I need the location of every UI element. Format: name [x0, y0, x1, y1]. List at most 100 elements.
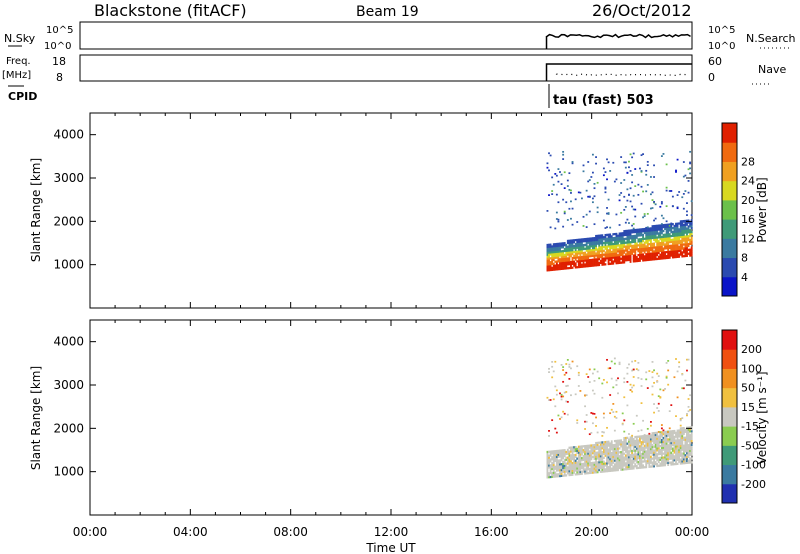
echo-cell — [604, 462, 607, 465]
echo-cell — [621, 238, 624, 241]
echo-cell — [645, 258, 648, 262]
echo-cell — [687, 225, 690, 228]
echo-cell — [629, 444, 632, 447]
echo-cell — [671, 232, 674, 236]
echo-cell — [573, 461, 576, 465]
echo-cell — [574, 242, 577, 246]
echo-cell — [660, 202, 663, 205]
echo-cell — [546, 255, 549, 258]
echo-cell — [634, 240, 637, 243]
echo-cell — [675, 236, 677, 239]
echo-cell — [601, 458, 604, 462]
echo-cell — [559, 242, 561, 245]
echo-cell — [628, 433, 630, 435]
echo-cell — [651, 461, 654, 464]
echo-cell — [662, 225, 665, 229]
echo-cell — [587, 259, 590, 262]
echo-cell — [643, 257, 646, 260]
echo-cell — [629, 459, 632, 463]
echo-cell — [662, 217, 665, 220]
echo-cell — [551, 190, 554, 192]
echo-cell — [667, 457, 670, 461]
echo-cell — [610, 377, 613, 380]
echo-cell — [626, 229, 629, 232]
echo-cell — [634, 455, 637, 458]
echo-cell — [637, 430, 640, 432]
echo-cell — [664, 458, 666, 461]
echo-cell — [657, 431, 660, 433]
echo-cell — [612, 256, 615, 259]
echo-cell — [563, 373, 566, 376]
echo-cell — [598, 263, 601, 267]
echo-cell — [656, 445, 659, 448]
echo-cell — [549, 460, 552, 463]
echo-cell — [548, 462, 550, 465]
echo-cell — [687, 410, 690, 413]
echo-cell — [596, 262, 599, 265]
echo-cell — [588, 264, 591, 268]
echo-cell — [687, 453, 690, 457]
echo-cell — [565, 464, 568, 467]
echo-cell — [671, 223, 674, 226]
echo-cell — [563, 460, 566, 464]
echo-cell — [609, 249, 612, 252]
echo-cell — [618, 261, 621, 264]
echo-cell — [626, 233, 629, 236]
echo-cell — [570, 189, 572, 192]
echo-cell — [570, 473, 572, 477]
echo-cell — [665, 245, 668, 248]
echo-cell — [566, 261, 569, 264]
echo-cell — [681, 440, 684, 444]
echo-cell — [570, 460, 572, 463]
echo-cell — [649, 424, 652, 427]
echo-cell — [573, 264, 576, 267]
echo-cell — [654, 447, 657, 450]
echo-cell — [649, 244, 652, 248]
echo-cell — [548, 454, 550, 457]
echo-cell — [645, 371, 648, 374]
echo-cell — [618, 451, 621, 454]
echo-cell — [645, 436, 648, 439]
echo-cell — [607, 467, 610, 471]
echo-cell — [554, 452, 557, 455]
echo-cell — [602, 446, 605, 450]
echo-cell — [602, 445, 605, 448]
echo-cell — [620, 261, 623, 264]
echo-cell — [681, 448, 684, 451]
echo-cell — [604, 191, 607, 194]
echo-cell — [679, 433, 682, 436]
echo-cell — [671, 230, 674, 234]
echo-cell — [595, 260, 597, 263]
echo-cell — [643, 245, 646, 248]
freq-label-top: Freq. — [6, 56, 31, 67]
echo-cell — [613, 445, 616, 449]
echo-cell — [639, 242, 641, 245]
echo-cell — [639, 454, 641, 458]
echo-cell — [559, 254, 561, 257]
echo-cell — [593, 469, 596, 472]
echo-cell — [624, 206, 627, 208]
echo-cell — [573, 239, 576, 242]
echo-cell — [657, 441, 660, 444]
echo-cell — [632, 244, 635, 247]
echo-cell — [577, 445, 580, 448]
echo-cell — [596, 254, 599, 257]
echo-cell — [665, 444, 668, 447]
echo-cell — [588, 368, 591, 371]
echo-cell — [596, 240, 599, 243]
echo-cell — [612, 455, 615, 458]
echo-cell — [591, 248, 594, 252]
echo-cell — [687, 405, 690, 408]
echo-cell — [570, 264, 572, 268]
nsky-tick-bottom: 10^0 — [44, 41, 71, 52]
echo-cell — [598, 468, 601, 472]
echo-cell — [584, 464, 587, 467]
echo-cell — [640, 378, 643, 380]
echo-cell — [563, 454, 566, 458]
echo-cell — [642, 466, 645, 469]
echo-cell — [653, 369, 655, 372]
echo-cell — [584, 405, 587, 408]
echo-cell — [585, 458, 588, 461]
echo-cell — [640, 247, 643, 251]
echo-cell — [570, 241, 572, 244]
